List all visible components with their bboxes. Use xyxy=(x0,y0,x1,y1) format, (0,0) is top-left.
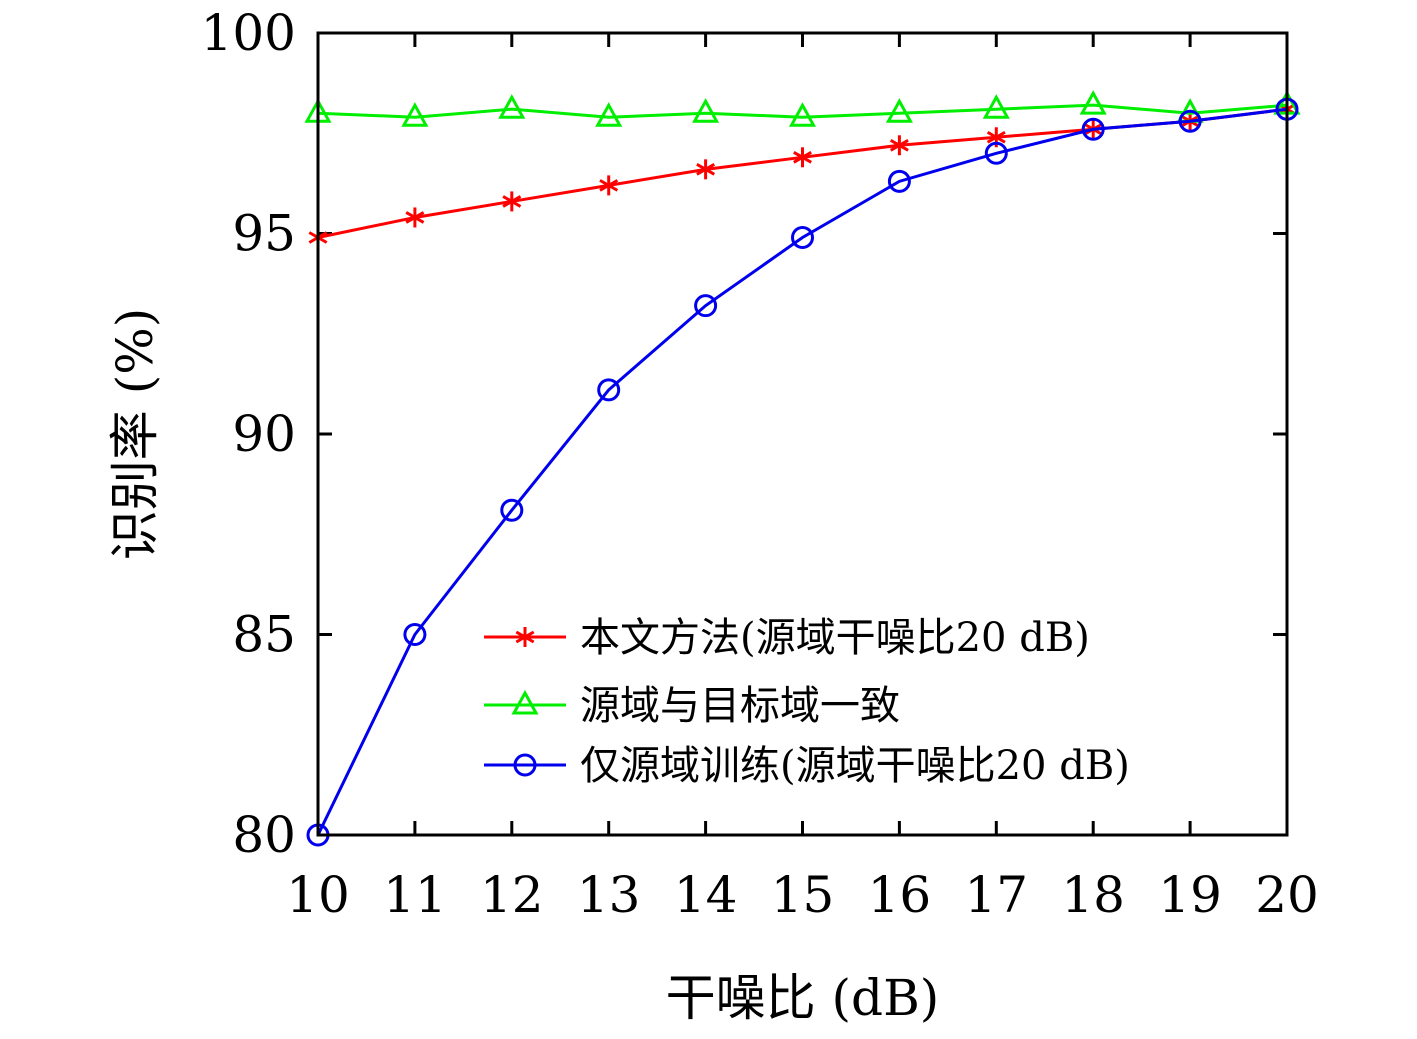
x-tick-label: 13 xyxy=(577,866,641,924)
y-tick-label: 90 xyxy=(232,405,296,463)
y-tick-label: 85 xyxy=(232,606,296,664)
data-point xyxy=(500,498,524,522)
series-1 xyxy=(308,99,1297,248)
legend-label: 仅源域训练(源域干噪比20 dB) xyxy=(580,743,1130,789)
data-point xyxy=(788,102,817,127)
legend-entry: 仅源域训练(源域干噪比20 dB) xyxy=(484,743,1130,789)
x-tick-label: 19 xyxy=(1158,866,1222,924)
data-point xyxy=(502,191,522,212)
data-point xyxy=(599,175,619,196)
data-point xyxy=(498,94,526,119)
data-point xyxy=(887,169,911,193)
data-point xyxy=(1178,109,1202,133)
series-3 xyxy=(306,97,1299,847)
x-tick-label: 10 xyxy=(286,866,350,924)
data-point xyxy=(982,94,1010,119)
series-layer xyxy=(304,90,1301,847)
data-point xyxy=(597,378,621,402)
data-point xyxy=(885,98,913,123)
series-line xyxy=(317,103,1288,119)
data-point xyxy=(692,98,720,123)
y-tick-label: 100 xyxy=(201,4,296,62)
legend-entry: 本文方法(源域干噪比20 dB) xyxy=(484,615,1090,661)
series-line xyxy=(316,107,1288,836)
data-point xyxy=(984,141,1008,165)
series-line xyxy=(317,107,1288,239)
data-point xyxy=(595,102,623,127)
data-point xyxy=(1081,117,1105,141)
data-point xyxy=(694,294,718,318)
ticks-layer: 10 11 12 13 14 15 16 17 18 19 20 80 85 90 95 100 xyxy=(201,4,1319,924)
data-point xyxy=(889,135,909,156)
data-point xyxy=(696,159,716,180)
x-tick-label: 16 xyxy=(868,866,932,924)
data-point xyxy=(793,147,812,168)
legend-marker xyxy=(511,689,539,715)
x-tick-label: 11 xyxy=(383,866,447,924)
data-point xyxy=(405,207,425,228)
x-tick-label: 12 xyxy=(480,866,544,924)
y-tick-label: 80 xyxy=(232,806,296,864)
legend-label: 本文方法(源域干噪比20 dB) xyxy=(580,615,1090,661)
y-axis-title: 识别率 (%) xyxy=(106,308,164,560)
series-2 xyxy=(304,90,1301,127)
data-point xyxy=(403,623,427,646)
x-tick-label: 14 xyxy=(674,866,738,924)
legend-marker xyxy=(515,627,535,647)
x-tick-label: 18 xyxy=(1061,866,1125,924)
data-point xyxy=(791,226,814,250)
x-tick-label: 15 xyxy=(771,866,835,924)
legend-entry: 源域与目标域一致 xyxy=(484,683,900,729)
x-tick-label: 17 xyxy=(964,866,1028,924)
legend-marker xyxy=(513,753,537,777)
x-tick-label: 20 xyxy=(1255,866,1319,924)
y-tick-label: 95 xyxy=(232,205,296,263)
legend-label: 源域与目标域一致 xyxy=(580,683,900,729)
x-axis-title: 干噪比 (dB) xyxy=(666,969,940,1027)
data-point xyxy=(401,102,429,127)
data-point xyxy=(1079,90,1107,115)
plot-frame xyxy=(316,31,1289,837)
